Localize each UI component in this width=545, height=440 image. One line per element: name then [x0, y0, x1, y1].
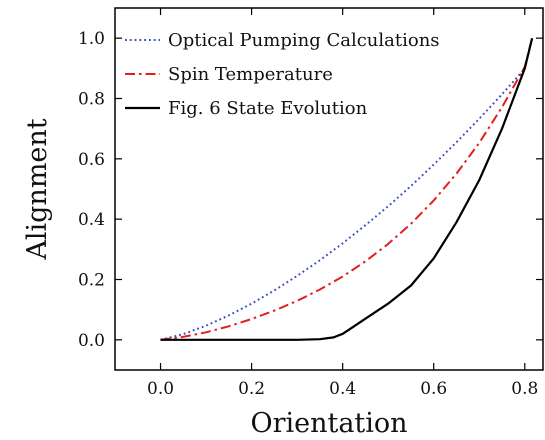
x-tick-label: 0.2 — [238, 379, 265, 399]
x-tick-label: 0.8 — [511, 379, 538, 399]
series-layer — [160, 37, 534, 341]
y-tick-label: 0.4 — [78, 210, 105, 230]
legend: Optical Pumping Calculations Spin Temper… — [125, 30, 440, 119]
y-tick-label: 1.0 — [78, 29, 105, 49]
y-axis-label: Alignment — [22, 118, 53, 260]
y-tick-label: 0.8 — [78, 90, 105, 110]
legend-label-spin-temperature: Spin Temperature — [168, 64, 333, 85]
plot-frame — [114, 7, 544, 371]
x-tick-label: 0.6 — [420, 379, 447, 399]
axis-tick-labels: 0.0 0.2 0.4 0.6 0.8 0.0 0.2 0.4 0.6 0.8 1.0 — [78, 29, 538, 399]
x-tick-label: 0.4 — [329, 379, 356, 399]
y-tick-label: 0.6 — [78, 150, 105, 170]
legend-label-state-evolution: Fig. 6 State Evolution — [168, 98, 368, 119]
axis-ticks — [115, 8, 543, 370]
x-axis-label: Orientation — [250, 408, 407, 439]
series-line-2 — [160, 37, 534, 341]
legend-label-optical-pumping: Optical Pumping Calculations — [168, 30, 440, 51]
series-line-1 — [160, 37, 534, 341]
x-tick-label: 0.0 — [147, 379, 174, 399]
y-tick-label: 0.0 — [78, 331, 105, 351]
y-tick-label: 0.2 — [78, 271, 105, 291]
series-line-0 — [160, 37, 534, 341]
